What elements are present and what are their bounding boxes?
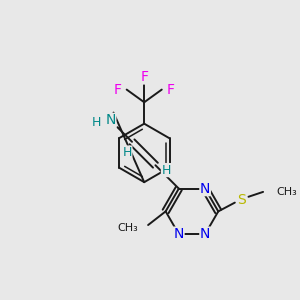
Text: H: H (161, 164, 171, 177)
Text: N: N (105, 113, 116, 128)
Text: F: F (140, 70, 148, 84)
Text: H: H (92, 116, 101, 129)
Text: H: H (122, 146, 132, 159)
Text: N: N (200, 227, 210, 241)
Text: CH₃: CH₃ (118, 223, 138, 233)
Text: S: S (237, 193, 246, 207)
Text: F: F (114, 82, 122, 97)
Text: N: N (174, 227, 184, 241)
Text: F: F (167, 82, 175, 97)
Text: CH₃: CH₃ (277, 187, 298, 197)
Text: N: N (200, 182, 210, 196)
